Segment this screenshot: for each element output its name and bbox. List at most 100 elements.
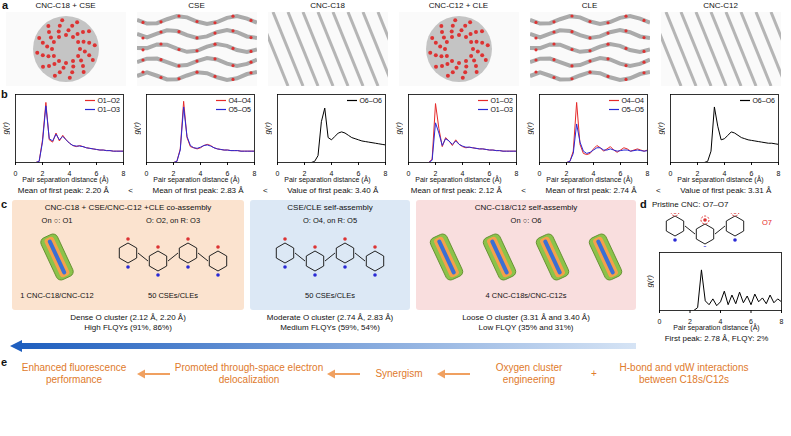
svg-text:4: 4 — [722, 170, 727, 178]
html-text:Value of first peak: 3.40 Å: Value of first peak: 3.40 Å — [287, 186, 379, 195]
html-text:O1–O2: O1–O2 — [490, 97, 513, 104]
html-text:g(r): g(r) — [394, 121, 403, 135]
svg-text:0: 0 — [145, 170, 149, 177]
svg-text:0: 0 — [14, 170, 18, 177]
html-text:O7: O7 — [762, 218, 772, 227]
svg-text:8: 8 — [515, 170, 519, 177]
html-text:Medium FLQYs (59%, 54%): Medium FLQYs (59%, 54%) — [280, 323, 380, 332]
html-text:Synergism: Synergism — [375, 368, 423, 379]
html-text:O1–O2: O1–O2 — [97, 97, 120, 104]
html-text:4 CNC-C18s/CNC-C12s: 4 CNC-C18s/CNC-C12s — [485, 291, 567, 300]
html-text:O5–O5: O5–O5 — [228, 106, 251, 113]
html-text:CNC-C18: CNC-C18 — [310, 1, 345, 10]
html-text:d: d — [640, 198, 647, 210]
html-text:g(r): g(r) — [656, 121, 665, 135]
html-text:Enhanced fluorescence performa: Enhanced fluorescence performance — [21, 362, 127, 385]
html-text:CLE: CLE — [581, 1, 598, 10]
svg-text:4: 4 — [198, 170, 203, 178]
html-text:CNC-C12: CNC-C12 — [703, 1, 738, 10]
html-text:Pair separation distance (Å): Pair separation distance (Å) — [673, 324, 760, 331]
svg-text:8: 8 — [646, 170, 650, 177]
html-text:Mean of first peak: 2.20 Å: Mean of first peak: 2.20 Å — [17, 186, 109, 195]
svg-text:8: 8 — [384, 170, 388, 177]
html-text:Pair separation distance (Å): Pair separation distance (Å) — [415, 176, 502, 183]
html-text:1 CNC-C18/CNC-C12: 1 CNC-C18/CNC-C12 — [20, 291, 94, 300]
html-text:CNC-C18/C12 self-assembly: CNC-C18/C12 self-assembly — [474, 203, 578, 212]
html-text:Promoted through-space electro: Promoted through-space electron delocali… — [174, 362, 324, 385]
html-text:O5–O5: O5–O5 — [621, 106, 644, 113]
svg-text:6: 6 — [487, 170, 492, 178]
html-text:Pair separation distance (Å): Pair separation distance (Å) — [284, 176, 371, 183]
html-text:O6–O6: O6–O6 — [752, 97, 775, 104]
svg-text:8: 8 — [777, 170, 781, 177]
svg-text:0: 0 — [276, 170, 280, 177]
svg-text:8: 8 — [253, 170, 257, 177]
html-text:O4–O4: O4–O4 — [228, 97, 251, 104]
svg-text:2: 2 — [302, 170, 307, 178]
svg-text:4: 4 — [591, 170, 596, 178]
html-text:50 CSEs/CLEs: 50 CSEs/CLEs — [148, 291, 198, 300]
html-text:O: O4, on R: O5: O: O4, on R: O5 — [302, 216, 358, 225]
html-text:c: c — [1, 198, 8, 210]
html-text:g(r): g(r) — [1, 121, 10, 135]
svg-text:6: 6 — [618, 170, 623, 178]
svg-text:0: 0 — [538, 170, 542, 177]
html-text:b: b — [1, 88, 8, 100]
svg-text:4: 4 — [460, 170, 465, 178]
html-text:CSE: CSE — [188, 1, 205, 10]
html-text:50 CSEs/CLEs: 50 CSEs/CLEs — [305, 291, 355, 300]
html-text:On ○: O6: On ○: O6 — [510, 216, 542, 225]
html-text:H-bond and vdW interactions be: H-bond and vdW interactions between C18s… — [619, 362, 749, 385]
html-text:Mean of first peak: 2.83 Å: Mean of first peak: 2.83 Å — [152, 186, 244, 195]
svg-text:4: 4 — [329, 170, 334, 178]
svg-text:2: 2 — [695, 170, 700, 178]
html-text:Low FLQY (35% and 31%): Low FLQY (35% and 31%) — [478, 323, 574, 332]
html-text:On ○: O1: On ○: O1 — [41, 216, 73, 225]
svg-text:2: 2 — [688, 318, 692, 326]
svg-text:6: 6 — [356, 170, 361, 178]
svg-text:0: 0 — [669, 170, 673, 177]
html-text:O4–O4: O4–O4 — [621, 97, 644, 104]
svg-text:2: 2 — [40, 170, 45, 178]
svg-text:2: 2 — [564, 170, 569, 178]
html-text:O1–O3: O1–O3 — [97, 106, 120, 113]
svg-text:0: 0 — [658, 318, 662, 325]
html-text:O: O2, on R: O3: O: O2, on R: O3 — [145, 216, 201, 225]
html-text:Loose O cluster (3.31 Å and 3.: Loose O cluster (3.31 Å and 3.40 Å) — [462, 313, 590, 322]
html-text:Dense O cluster (2.12 Å, 2.20: Dense O cluster (2.12 Å, 2.20 Å) — [70, 313, 186, 322]
html-text:O1–O3: O1–O3 — [490, 106, 513, 113]
svg-text:8: 8 — [122, 170, 126, 177]
html-text:Pristine CNC: O7–O7: Pristine CNC: O7–O7 — [652, 200, 729, 209]
html-text:Pair separation distance (Å): Pair separation distance (Å) — [677, 176, 764, 183]
html-text:g(r): g(r) — [525, 121, 534, 135]
html-text:CNC-C18 + CSE: CNC-C18 + CSE — [35, 1, 96, 10]
html-text:g(r): g(r) — [132, 121, 141, 135]
html-text:Mean of first peak: 2.12 Å: Mean of first peak: 2.12 Å — [410, 186, 502, 195]
html-text:First peak: 2.78 Å, FLQY: 2%: First peak: 2.78 Å, FLQY: 2% — [664, 334, 769, 343]
svg-text:2: 2 — [171, 170, 176, 178]
html-text:e: e — [1, 356, 8, 368]
html-text:Pair separation distance (Å): Pair separation distance (Å) — [546, 176, 633, 183]
html-text:Value of first peak: 3.31 Å: Value of first peak: 3.31 Å — [680, 186, 772, 195]
svg-text:4: 4 — [718, 318, 723, 326]
svg-text:2: 2 — [433, 170, 438, 178]
svg-text:6: 6 — [749, 170, 754, 178]
html-text:O6–O6: O6–O6 — [359, 97, 382, 104]
svg-text:8: 8 — [780, 318, 784, 325]
html-text:Mean of first peak: 2.74 Å: Mean of first peak: 2.74 Å — [545, 186, 637, 195]
html-text:Pair separation distance (Å): Pair separation distance (Å) — [22, 176, 109, 183]
html-text:CSE/CLE self-assembly: CSE/CLE self-assembly — [287, 203, 373, 212]
svg-text:6: 6 — [225, 170, 230, 178]
html-text:CNC-C18 + CSE/CNC-C12 +CLE co-: CNC-C18 + CSE/CNC-C12 +CLE co-assembly — [44, 203, 212, 212]
svg-text:0: 0 — [407, 170, 411, 177]
html-text:g(r): g(r) — [645, 274, 654, 288]
html-text:High FLQYs (91%, 86%): High FLQYs (91%, 86%) — [84, 323, 172, 332]
svg-text:4: 4 — [67, 170, 72, 178]
html-text:CNC-C12 + CLE: CNC-C12 + CLE — [428, 1, 489, 10]
html-text:a: a — [2, 0, 9, 11]
html-text:Pair separation distance (Å): Pair separation distance (Å) — [153, 176, 240, 183]
svg-text:6: 6 — [94, 170, 99, 178]
html-text:Oxygen cluster engineering: Oxygen cluster engineering — [495, 362, 563, 385]
html-text:g(r): g(r) — [263, 121, 272, 135]
html-text:Moderate O cluster (2.74 Å, 2.: Moderate O cluster (2.74 Å, 2.83 Å) — [266, 313, 394, 322]
